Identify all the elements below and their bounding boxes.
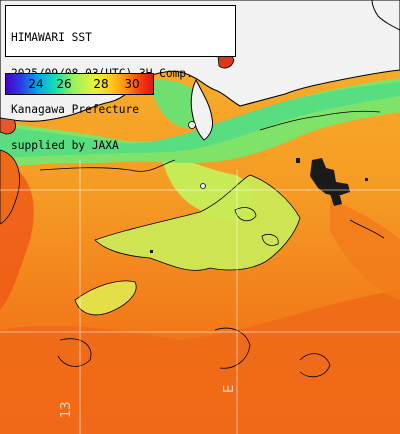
info-line-source: HIMAWARI SST xyxy=(11,31,92,44)
longitude-label-2: E xyxy=(222,384,237,393)
peninsula xyxy=(190,78,213,141)
east-land-tip xyxy=(371,0,400,31)
color-legend: 24 26 28 30 xyxy=(5,73,154,95)
info-line-area: Kanagawa Prefecture xyxy=(11,103,139,116)
info-line-credit: supplied by JAXA xyxy=(11,139,119,152)
coastal-coolest-band xyxy=(0,82,400,158)
warm-region-south xyxy=(0,290,400,434)
lat-lon-grid xyxy=(0,160,400,434)
sst-contours xyxy=(39,110,385,378)
info-box: HIMAWARI SST 2025/09/08 03(UTC) 3H Comp.… xyxy=(5,5,236,152)
legend-tick-26: 26 xyxy=(56,77,72,91)
islet-1 xyxy=(188,121,196,129)
legend-tick-30: 30 xyxy=(124,77,140,91)
warm-region-east xyxy=(330,200,400,300)
legend-tick-28: 28 xyxy=(93,77,109,91)
cool-plume-tongue xyxy=(160,150,257,222)
longitude-label: 13 xyxy=(59,401,74,418)
legend-tick-24: 24 xyxy=(28,77,44,91)
missing-data xyxy=(150,158,368,253)
izu-peninsula xyxy=(0,149,20,225)
islet-2 xyxy=(200,183,206,189)
west-coast-patch xyxy=(0,117,16,135)
